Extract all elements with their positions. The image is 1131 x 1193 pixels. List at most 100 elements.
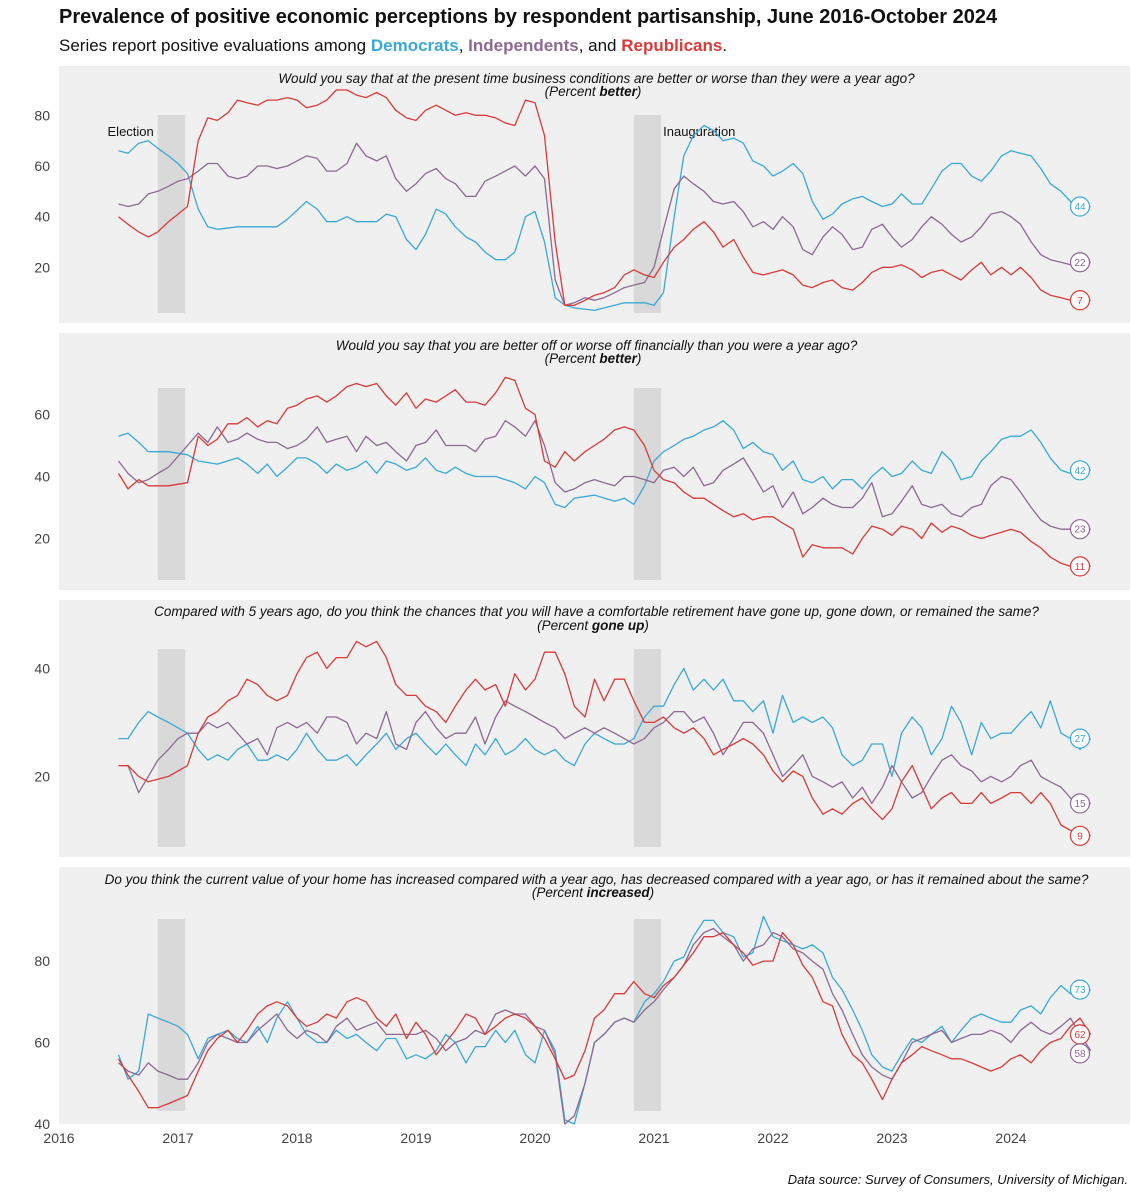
y-tick-label: 80	[34, 953, 50, 969]
measure-keyword: better	[599, 351, 637, 366]
series-line-republicans	[118, 89, 1091, 306]
panel-background	[59, 600, 1130, 857]
panel-background	[59, 867, 1130, 1124]
end-label-value: 7	[1077, 296, 1083, 307]
event-shade	[633, 388, 662, 580]
end-label-value: 58	[1074, 1049, 1086, 1060]
end-label-value: 15	[1074, 799, 1086, 810]
end-label-marker	[1069, 825, 1091, 846]
measure-suffix: )	[642, 618, 649, 633]
end-label-value: 9	[1077, 831, 1083, 842]
x-tick-label: 2017	[162, 1130, 193, 1146]
legend-republicans: Republicans	[621, 36, 723, 55]
data-source: Data source: Survey of Consumers, Univer…	[787, 1172, 1128, 1187]
measure-prefix: (Percent	[537, 618, 592, 633]
subtitle-suffix: .	[722, 36, 728, 55]
y-tick-label: 40	[34, 469, 50, 485]
event-shade	[157, 649, 186, 847]
legend-democrats: Democrats	[370, 36, 459, 55]
y-tick-label: 40	[34, 1116, 50, 1132]
legend-independents: Independents	[468, 36, 579, 55]
subtitle-sep-1: ,	[458, 36, 469, 55]
subtitle-prefix: Series report positive evaluations among	[59, 36, 371, 55]
event-label-election: Election	[108, 124, 154, 139]
end-label-value: 23	[1074, 525, 1086, 536]
measure-suffix: )	[635, 84, 642, 99]
y-tick-label: 20	[34, 259, 50, 275]
y-tick-label: 40	[34, 660, 50, 676]
series-line-independents	[118, 142, 1091, 306]
measure-keyword: increased	[587, 885, 651, 900]
measure-keyword: gone up	[591, 618, 645, 633]
panel-4: Do you think the current value of your h…	[34, 867, 1130, 1132]
panel-background	[59, 333, 1130, 590]
end-label-marker	[1069, 556, 1091, 577]
end-label-value: 22	[1074, 258, 1086, 269]
event-shade	[157, 115, 186, 313]
end-label-marker	[1069, 252, 1091, 273]
chart-subtitle: Series report positive evaluations among…	[59, 36, 727, 56]
panel-3: Compared with 5 years ago, do you think …	[34, 600, 1130, 857]
y-tick-label: 60	[34, 1035, 50, 1051]
end-label-marker	[1069, 460, 1091, 481]
x-tick-label: 2020	[519, 1130, 550, 1146]
series-line-republicans	[118, 640, 1091, 837]
end-label-marker	[1069, 728, 1091, 749]
x-tick-label: 2023	[876, 1130, 907, 1146]
event-shade	[633, 649, 662, 847]
x-tick-label: 2016	[43, 1130, 74, 1146]
y-tick-label: 20	[34, 531, 50, 547]
panel-measure: (Percent better)	[545, 84, 642, 99]
series-line-independents	[118, 927, 1092, 1125]
measure-prefix: (Percent	[545, 84, 600, 99]
measure-suffix: )	[635, 351, 642, 366]
panel-measure: (Percent increased)	[532, 885, 654, 900]
y-tick-label: 80	[34, 107, 50, 123]
x-tick-label: 2018	[281, 1130, 312, 1146]
panel-question: Would you say that you are better off or…	[336, 338, 858, 353]
panel-1: Election Inauguration Would you say that a…	[34, 66, 1130, 323]
chart-title: Prevalence of positive economic percepti…	[59, 6, 998, 28]
x-tick-label: 2022	[757, 1130, 788, 1146]
measure-suffix: )	[648, 885, 655, 900]
subtitle-sep-2: , and	[578, 36, 622, 55]
end-label-marker	[1069, 290, 1091, 311]
event-label-inauguration: Inauguration	[663, 124, 735, 139]
panel-question: Would you say that at the present time b…	[278, 71, 915, 86]
end-label-marker	[1069, 196, 1091, 217]
end-label-value: 27	[1074, 734, 1086, 745]
end-label-marker	[1069, 519, 1091, 540]
end-label-value: 73	[1074, 985, 1086, 996]
panel-background	[59, 66, 1130, 323]
end-label-value: 42	[1074, 466, 1086, 477]
y-tick-label: 20	[34, 768, 50, 784]
panel-question: Compared with 5 years ago, do you think …	[154, 604, 1039, 619]
end-label-value: 11	[1075, 562, 1086, 573]
y-tick-label: 60	[34, 407, 50, 423]
series-line-republicans	[117, 931, 1092, 1109]
panel-2: Would you say that you are better off or…	[34, 333, 1130, 590]
end-label-marker	[1069, 979, 1091, 1000]
series-line-democrats	[118, 124, 1091, 312]
panel-question: Do you think the current value of your h…	[105, 872, 1089, 887]
event-shade	[633, 115, 662, 313]
measure-keyword: better	[599, 84, 637, 99]
measure-prefix: (Percent	[545, 351, 600, 366]
y-tick-label: 60	[34, 158, 50, 174]
panel-measure: (Percent gone up)	[537, 618, 649, 633]
series-line-democrats	[118, 420, 1091, 509]
series-line-republicans	[117, 376, 1091, 568]
event-shade	[157, 919, 186, 1111]
measure-prefix: (Percent	[532, 885, 587, 900]
series-line-democrats	[118, 667, 1092, 778]
end-label-marker	[1069, 1043, 1091, 1064]
panel-measure: (Percent better)	[545, 351, 642, 366]
x-tick-label: 2019	[400, 1130, 431, 1146]
end-label-value: 44	[1074, 202, 1086, 213]
end-label-value: 62	[1074, 1030, 1086, 1041]
end-label-marker	[1069, 793, 1091, 814]
event-shade	[633, 919, 662, 1111]
y-tick-label: 40	[34, 209, 50, 225]
x-tick-label: 2021	[638, 1130, 669, 1146]
